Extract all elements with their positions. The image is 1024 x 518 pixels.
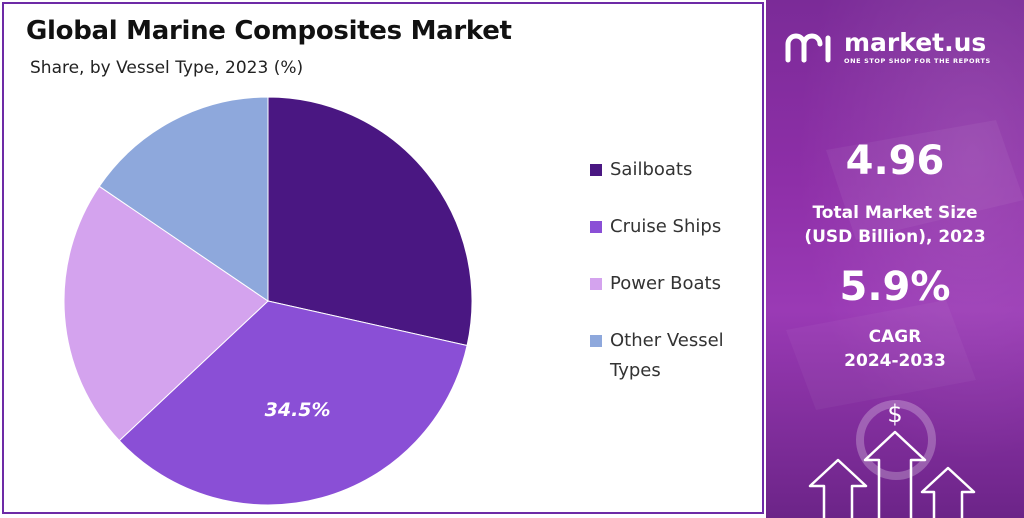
market-size-label-line1: Total Market Size <box>812 203 978 223</box>
legend-item-sailboats: Sailboats <box>590 155 760 185</box>
market-size-label-line2: (USD Billion), 2023 <box>804 227 986 247</box>
cagr-label-line2: 2024-2033 <box>844 351 946 371</box>
brand-tagline: ONE STOP SHOP FOR THE REPORTS <box>844 57 991 65</box>
arrow-up-icon <box>808 400 976 518</box>
stats-sidebar: market.us ONE STOP SHOP FOR THE REPORTS … <box>766 0 1024 518</box>
legend-item-other-vessel-types: Other Vessel Types <box>590 326 760 386</box>
legend-swatch <box>590 335 602 347</box>
pie-slice-cruise-ships <box>118 300 468 506</box>
brand-name: market.us <box>844 28 987 57</box>
pie-data-label: 34.5% <box>265 399 331 421</box>
sidebar-decoration <box>786 120 1024 410</box>
market-us-logo-icon <box>785 33 831 63</box>
pie-slice-power-boats <box>63 185 269 442</box>
market-size-value: 4.96 <box>845 138 945 184</box>
legend-label: Other Vessel Types <box>610 330 724 381</box>
pie-slice-other-vessel-types <box>98 96 269 302</box>
cagr-value: 5.9% <box>839 264 951 310</box>
chart-title: Global Marine Composites Market <box>26 16 512 46</box>
legend-swatch <box>590 164 602 176</box>
legend-label: Power Boats <box>610 273 721 294</box>
legend-swatch <box>590 278 602 290</box>
chart-subtitle: Share, by Vessel Type, 2023 (%) <box>30 58 304 78</box>
legend-label: Sailboats <box>610 159 693 180</box>
legend-item-cruise-ships: Cruise Ships <box>590 212 760 242</box>
dollar-icon: $ <box>887 400 903 428</box>
legend-label: Cruise Ships <box>610 216 722 237</box>
pie-slice-sailboats <box>267 96 473 347</box>
legend-swatch <box>590 221 602 233</box>
brand: market.us ONE STOP SHOP FOR THE REPORTS <box>784 28 1014 68</box>
legend-item-power-boats: Power Boats <box>590 269 760 299</box>
legend: Sailboats Cruise Ships Power Boats Other… <box>590 155 760 413</box>
pie-chart: 34.5% <box>63 96 473 506</box>
cagr-label-line1: CAGR <box>868 327 922 347</box>
